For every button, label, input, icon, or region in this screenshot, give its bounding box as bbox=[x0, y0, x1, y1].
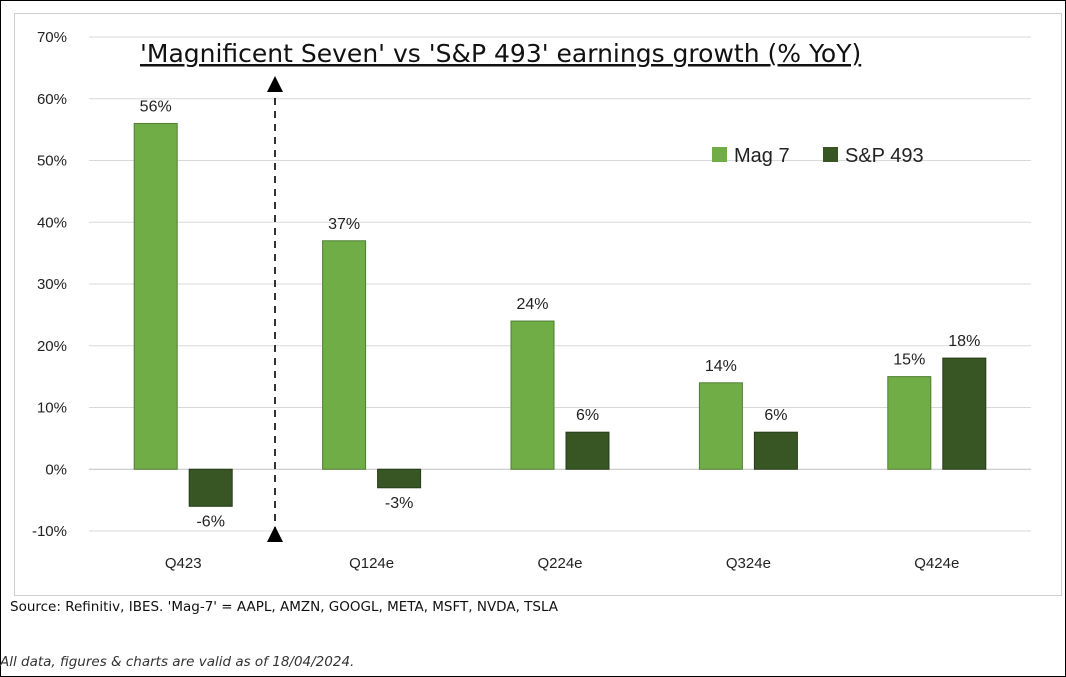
bar-mag7 bbox=[887, 376, 932, 470]
data-label: 37% bbox=[328, 216, 360, 233]
bar-mag7 bbox=[133, 122, 178, 470]
bar-chart: -10% 0% 10% 20% 30% 40% 50% 60% 70% Q423 Q124e Q22… bbox=[32, 29, 1031, 572]
bars bbox=[133, 122, 987, 507]
gridlines bbox=[89, 36, 1031, 532]
legend: Mag 7 S&P 493 bbox=[712, 145, 924, 167]
y-axis: -10% 0% 10% 20% 30% 40% 50% 60% 70% bbox=[32, 29, 67, 540]
data-label: 15% bbox=[893, 352, 925, 369]
y-tick-label: -10% bbox=[32, 523, 67, 540]
y-tick-label: 60% bbox=[37, 91, 67, 108]
legend-swatch bbox=[823, 147, 838, 162]
y-tick-label: 50% bbox=[37, 153, 67, 170]
chart-title: 'Magnificent Seven' vs 'S&P 493' earning… bbox=[140, 39, 861, 68]
y-tick-label: 20% bbox=[37, 338, 67, 355]
bar-mag7 bbox=[698, 382, 743, 470]
data-label: -6% bbox=[196, 513, 224, 530]
data-label: 56% bbox=[140, 98, 172, 115]
data-label: -3% bbox=[385, 495, 413, 512]
bar-sp493 bbox=[377, 468, 422, 489]
data-label: 14% bbox=[705, 358, 737, 375]
y-tick-label: 70% bbox=[37, 29, 67, 46]
data-labels: 56% -6% 37% -3% 24% 6% 14% 6% 15% 18% bbox=[140, 98, 981, 530]
x-axis: Q423 Q124e Q224e Q324e Q424e bbox=[165, 555, 959, 572]
chart-container: -10% 0% 10% 20% 30% 40% 50% 60% 70% Q423 Q124e Q22… bbox=[14, 13, 1062, 596]
data-label: 24% bbox=[516, 296, 548, 313]
bar-mag7 bbox=[322, 240, 367, 470]
y-tick-label: 0% bbox=[45, 461, 67, 478]
bar-sp493 bbox=[188, 468, 233, 507]
y-tick-label: 10% bbox=[37, 400, 67, 417]
data-label: 6% bbox=[764, 407, 787, 424]
x-tick-label: Q224e bbox=[537, 555, 582, 572]
source-note: Source: Refinitiv, IBES. 'Mag-7' = AAPL,… bbox=[10, 599, 559, 615]
x-tick-label: Q423 bbox=[165, 555, 202, 572]
data-label: 6% bbox=[576, 407, 599, 424]
bar-mag7 bbox=[510, 320, 555, 470]
disclaimer-note: All data, figures & charts are valid as … bbox=[0, 654, 355, 670]
legend-swatch bbox=[712, 147, 727, 162]
y-tick-label: 30% bbox=[37, 276, 67, 293]
legend-label: Mag 7 bbox=[734, 145, 790, 167]
data-label: 18% bbox=[948, 333, 980, 350]
y-tick-label: 40% bbox=[37, 214, 67, 231]
x-tick-label: Q124e bbox=[349, 555, 394, 572]
x-tick-label: Q424e bbox=[914, 555, 959, 572]
x-tick-label: Q324e bbox=[726, 555, 771, 572]
legend-label: S&P 493 bbox=[845, 145, 924, 167]
bar-sp493 bbox=[942, 357, 987, 470]
bar-sp493 bbox=[753, 431, 798, 470]
bar-sp493 bbox=[565, 431, 610, 470]
